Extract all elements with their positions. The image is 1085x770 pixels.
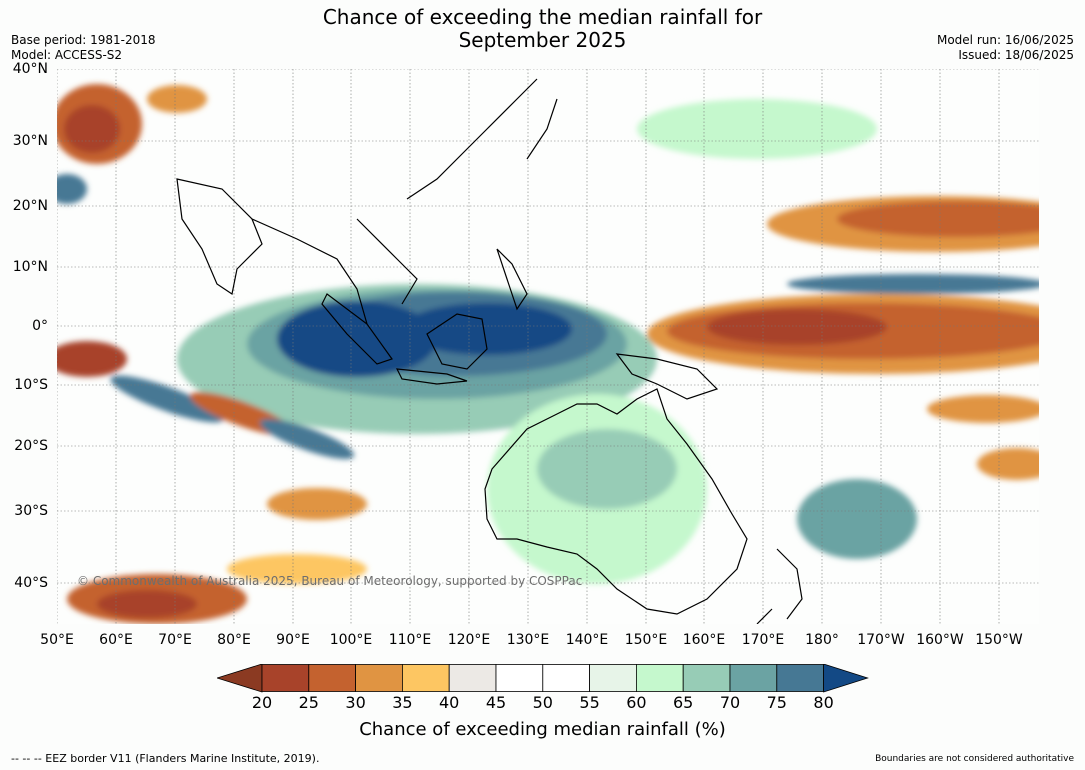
longitude-label: 140°E — [565, 632, 609, 648]
longitude-label: 130°E — [506, 632, 550, 648]
coastline-borneo — [426, 313, 488, 370]
longitude-label: 100°E — [329, 632, 373, 648]
coastline-india — [176, 178, 263, 295]
coastline-new-zealand — [756, 548, 803, 624]
longitude-label: 170°W — [857, 632, 905, 648]
longitude-label: 160°W — [916, 632, 964, 648]
colorbar-segment — [308, 664, 357, 692]
latitude-label: 20°S — [14, 438, 48, 454]
model-run-date: Model run: 16/06/2025 — [936, 33, 1074, 47]
coastline-australia — [484, 388, 748, 615]
colorbar-segment — [729, 664, 778, 692]
colorbar-tick-label: 30 — [345, 693, 366, 712]
longitude-label: 60°E — [99, 632, 133, 648]
model-name: Model: ACCESS-S2 — [11, 48, 123, 62]
longitude-label: 180° — [805, 632, 839, 648]
dry-region-equatorial-pacific — [647, 196, 1039, 374]
indian-ocean-pattern — [57, 341, 367, 624]
rainfall-outlook-map: © Commonwealth of Australia 2025, Bureau… — [57, 69, 1039, 624]
colorbar-tick-label: 40 — [439, 693, 460, 712]
coastline-new-guinea — [615, 353, 719, 400]
dry-region-south-pacific — [637, 99, 1039, 480]
colorbar-tick-label: 75 — [766, 693, 787, 712]
longitude-label: 170°E — [741, 632, 785, 648]
colorbar-segment — [355, 664, 403, 692]
colorbar-segment — [635, 664, 684, 692]
latitude-label: 10°S — [14, 377, 48, 393]
colorbar-tick-label: 25 — [298, 693, 319, 712]
eez-border-note: -- -- -- EEZ border V11 (Flanders Marine… — [11, 752, 320, 765]
copyright-notice: © Commonwealth of Australia 2025, Bureau… — [77, 574, 583, 588]
colorbar-tick-label: 70 — [719, 693, 741, 712]
coastline-philippines — [496, 248, 528, 311]
coastlines — [176, 78, 803, 624]
map-title-line2: September 2025 — [458, 28, 627, 52]
longitude-label: 50°E — [40, 632, 74, 648]
colorbar-segment — [401, 664, 450, 692]
latitude-label: 20°N — [12, 198, 48, 214]
graticule — [57, 69, 1039, 624]
longitude-label: 90°E — [276, 632, 310, 648]
latitude-label: 40°S — [14, 575, 48, 591]
dry-region-southwest-asia — [57, 84, 207, 204]
colorbar-segment — [542, 664, 590, 692]
wet-region-australia — [487, 394, 917, 584]
latitude-label: 30°S — [14, 503, 48, 519]
colorbar-extend-high — [823, 664, 869, 693]
colorbar-label: Chance of exceeding median rainfall (%) — [359, 719, 726, 740]
latitude-label: 10°N — [12, 259, 48, 275]
longitude-label: 150°E — [624, 632, 668, 648]
longitude-label: 120°E — [447, 632, 491, 648]
wet-region-maritime-continent — [177, 284, 657, 434]
coastline-east-asia — [406, 78, 558, 200]
issued-date: Issued: 18/06/2025 — [958, 48, 1074, 62]
longitude-label: 70°E — [158, 632, 192, 648]
colorbar-segment — [776, 664, 824, 692]
map-title-line1: Chance of exceeding the median rainfall … — [322, 5, 763, 29]
colorbar — [217, 664, 869, 693]
colorbar-tick-label: 80 — [813, 693, 834, 712]
latitude-label: 30°N — [12, 133, 48, 149]
colorbar-tick-label: 65 — [673, 693, 694, 712]
longitude-label: 150°W — [975, 632, 1023, 648]
colorbar-segment — [589, 664, 637, 692]
latitude-label: 0° — [32, 318, 48, 334]
colorbar-tick-label: 45 — [485, 693, 507, 712]
colorbar-tick-label: 35 — [392, 693, 413, 712]
colorbar-segment — [682, 664, 731, 692]
latitude-label: 40°N — [12, 61, 48, 77]
colorbar-tick-label: 20 — [251, 693, 273, 712]
colorbar-segment — [261, 664, 310, 692]
longitude-label: 110°E — [388, 632, 432, 648]
colorbar-extend-low — [217, 664, 263, 693]
coastline-java — [395, 368, 468, 385]
colorbar-segment — [495, 664, 544, 692]
colorbar-tick-label: 55 — [579, 693, 600, 712]
boundary-disclaimer: Boundaries are not considered authoritat… — [875, 754, 1074, 764]
colorbar-tick-label: 50 — [532, 693, 553, 712]
colorbar-tick-label: 60 — [626, 693, 647, 712]
base-period: Base period: 1981-2018 — [11, 33, 156, 47]
coastline-southeast-asia — [251, 218, 418, 325]
longitude-label: 80°E — [217, 632, 251, 648]
colorbar-segment — [448, 664, 497, 692]
map-canvas — [57, 69, 1039, 624]
longitude-label: 160°E — [682, 632, 726, 648]
probability-field — [57, 84, 1039, 624]
